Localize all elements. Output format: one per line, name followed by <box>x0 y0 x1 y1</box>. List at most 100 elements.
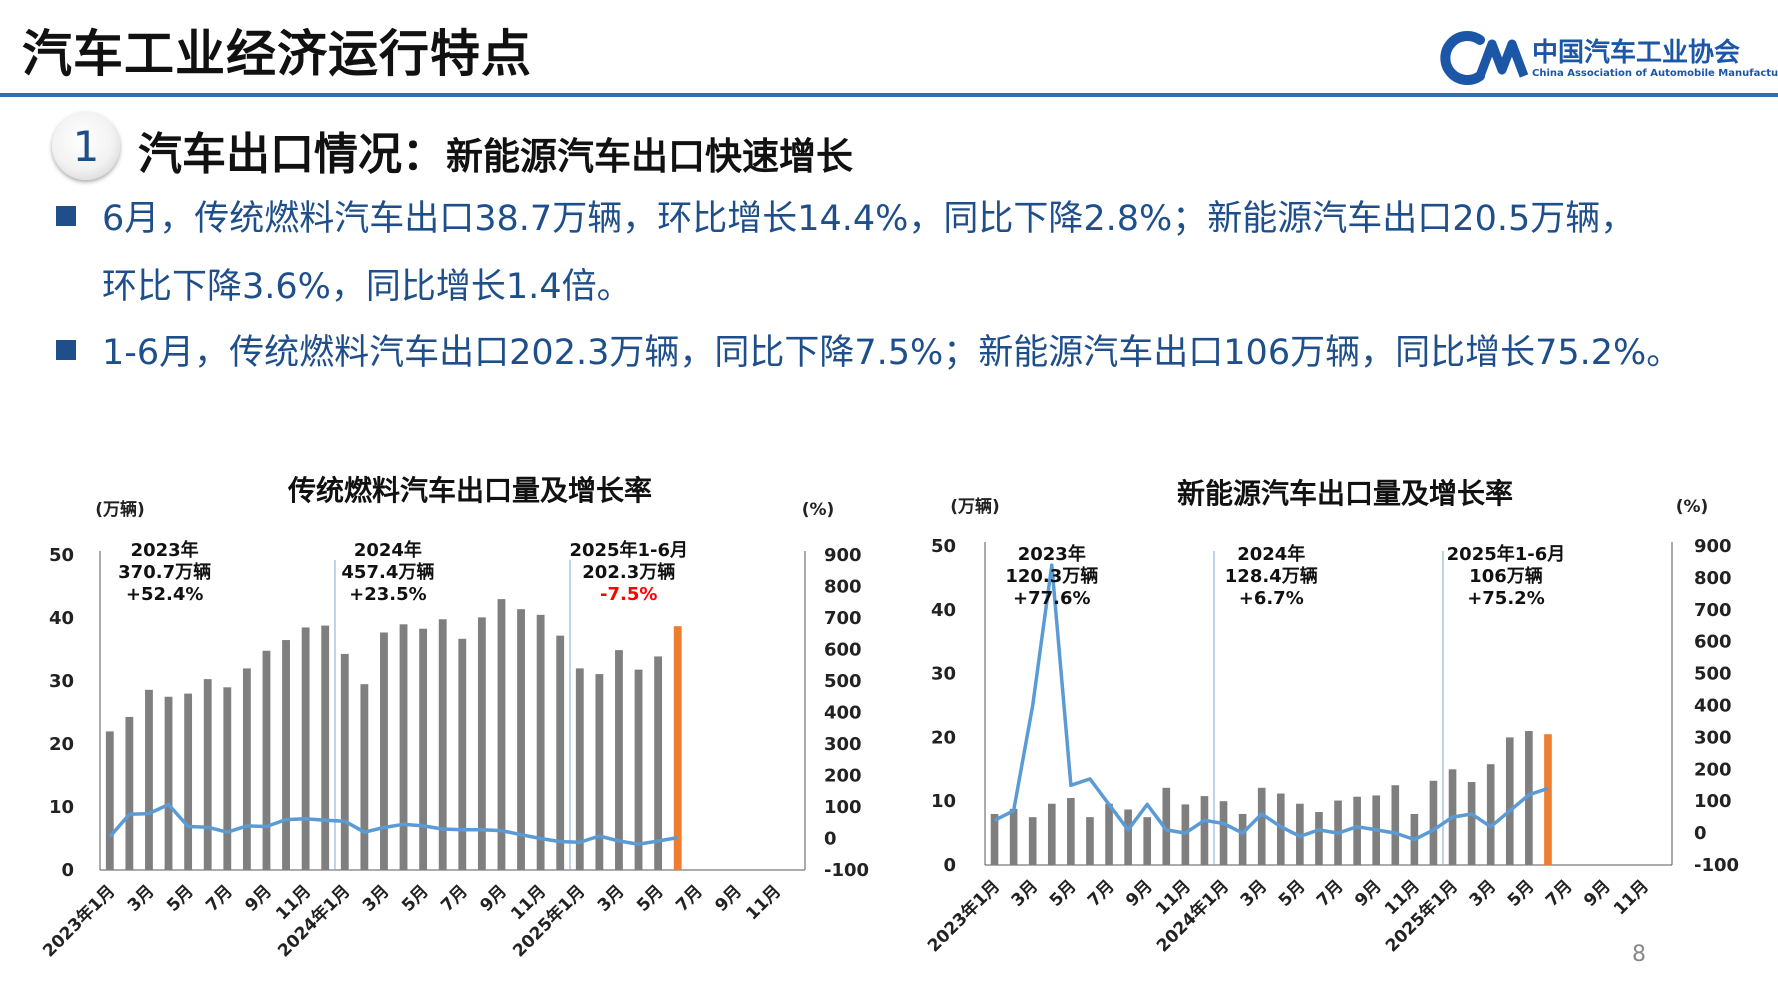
chart2-bar <box>1047 803 1056 865</box>
bullet-square-icon <box>56 206 76 226</box>
chart1-annotation-line: 2023年 <box>131 539 199 561</box>
chart1-bar <box>497 599 506 870</box>
chart2-left-tick-label: 30 <box>931 664 956 685</box>
chart1-x-tick-label: 3月 <box>124 881 159 916</box>
chart1-right-tick-label: 600 <box>824 640 862 661</box>
chart1-right-tick-label: -100 <box>824 860 869 881</box>
chart2-x-tick-label: 5月 <box>1275 876 1310 911</box>
chart1-annotation-line: 370.7万辆 <box>118 561 211 583</box>
chart1-bar <box>654 656 663 870</box>
chart2-right-unit: (%) <box>1676 497 1709 517</box>
chart1-bar <box>419 628 428 870</box>
chart1-annotation-line: 457.4万辆 <box>341 561 434 583</box>
chart1-bar <box>360 684 369 870</box>
section-title: 汽车出口情况：新能源汽车出口快速增长 <box>138 118 853 182</box>
chart2-left-tick-label: 40 <box>931 600 956 621</box>
chart2-bar <box>1315 812 1323 865</box>
chart2-bar <box>1505 737 1514 865</box>
chart1-bar <box>340 653 349 870</box>
chart2-annotation-line: 106万辆 <box>1469 565 1543 587</box>
chart2-right-tick-label: 300 <box>1694 727 1732 748</box>
chart1-left-tick-label: 20 <box>49 734 74 755</box>
chart1-left-tick-label: 40 <box>49 608 74 629</box>
chart2-x-tick-label: 2023年1月 <box>923 876 1004 957</box>
chart1-bar <box>399 624 408 870</box>
chart2-annotation-line: 2025年1-6月 <box>1447 543 1566 565</box>
chart2-left-unit: (万辆) <box>950 496 1000 517</box>
chart1-left-tick-label: 50 <box>49 545 74 566</box>
chart2-x-tick-label: 3月 <box>1008 876 1043 911</box>
chart1-bar <box>282 640 290 870</box>
chart2-bar <box>1276 793 1285 865</box>
chart2-bar <box>1105 803 1113 865</box>
chart1-left-tick-label: 10 <box>49 797 74 818</box>
chart2-bar <box>1391 785 1400 865</box>
caam-logo-icon <box>1440 31 1529 85</box>
chart2-annotation-line: 128.4万辆 <box>1225 565 1318 587</box>
chart1-annotation-line: +52.4% <box>126 584 204 605</box>
chart1-bar <box>673 626 682 870</box>
chart1-bar <box>595 674 604 870</box>
chart1-bar <box>184 693 193 870</box>
chart2-bar <box>1544 734 1552 865</box>
chart1-x-tick-label: 9月 <box>241 881 276 916</box>
chart2-bar <box>1353 796 1361 865</box>
chart1-x-tick-label: 7月 <box>672 881 707 916</box>
chart1-title: 传统燃料汽车出口量及增长率 <box>287 474 652 507</box>
chart1-right-tick-label: 800 <box>824 577 862 598</box>
chart1-bar <box>380 632 388 870</box>
chart2-x-tick-label: 5月 <box>1046 876 1081 911</box>
chart2-left-tick-label: 50 <box>931 536 956 557</box>
chart1-bar <box>575 668 584 870</box>
chart2-bar <box>1143 817 1152 865</box>
chart1-annotation-line: 202.3万辆 <box>582 561 675 583</box>
chart2-bar <box>1067 798 1075 865</box>
bullet-1-line-1: 6月，传统燃料汽车出口38.7万辆，环比增长14.4%，同比下降2.8%；新能源… <box>102 199 1636 239</box>
bullet-1-line-2: 环比下降3.6%，同比增长1.4倍。 <box>102 267 632 307</box>
chart2-right-tick-label: 900 <box>1694 536 1732 557</box>
chart2-annotation-line: 2023年 <box>1018 543 1086 565</box>
chart1-x-tick-label: 9月 <box>711 881 746 916</box>
chart2-x-tick-label: 7月 <box>1084 876 1119 911</box>
chart2-left-tick-label: 20 <box>931 727 956 748</box>
chart1-annotation-highlight: -7.5% <box>600 584 657 605</box>
chart1-left-unit: (万辆) <box>95 499 145 520</box>
chart1-bar <box>634 669 643 870</box>
chart1-bar <box>164 696 173 870</box>
header-divider <box>0 93 1778 97</box>
chart2-bar <box>1525 731 1533 865</box>
chart1-x-tick-label: 3月 <box>594 881 629 916</box>
chart1-bar <box>105 731 114 870</box>
chart2-annotation-line: +77.6% <box>1013 588 1091 609</box>
chart2-right-tick-label: 500 <box>1694 664 1732 685</box>
logo-english-name: China Association of Automobile Manufact… <box>1532 68 1778 79</box>
chart1-bar <box>477 617 486 870</box>
chart1-x-tick-label: 5月 <box>163 881 198 916</box>
chart1-bar <box>301 627 310 870</box>
chart2-x-tick-label: 5月 <box>1504 876 1539 911</box>
chart1-annotation-line: 2024年 <box>354 539 422 561</box>
chart2-left-tick-label: 0 <box>943 855 956 876</box>
chart2-x-tick-label: 7月 <box>1313 876 1348 911</box>
chart2-annotation-line: +6.7% <box>1239 588 1304 609</box>
bullet-2-line-1: 1-6月，传统燃料汽车出口202.3万辆，同比下降7.5%；新能源汽车出口106… <box>102 333 1682 373</box>
chart2-bar <box>1429 780 1438 865</box>
chart2-annotation-line: 2024年 <box>1237 543 1305 565</box>
chart1-x-tick-label: 7月 <box>437 881 472 916</box>
chart2-bar <box>1124 809 1132 865</box>
chart1-right-unit: (%) <box>802 500 835 520</box>
chart2-right-tick-label: 400 <box>1694 696 1732 717</box>
chart2-bar <box>1200 796 1209 865</box>
chart1-bar <box>262 650 271 870</box>
chart1-annotation-line: +23.5% <box>349 584 427 605</box>
chart1-bar <box>321 625 330 870</box>
logo-name: 中国汽车工业协会 <box>1532 38 1741 68</box>
chart1-bar <box>145 689 153 870</box>
chart2-x-tick-label: 7月 <box>1542 876 1577 911</box>
chart2-right-tick-label: 0 <box>1694 823 1707 844</box>
chart1-bar <box>536 614 545 870</box>
chart1-right-tick-label: 100 <box>824 797 862 818</box>
chart1-right-tick-label: 200 <box>824 766 862 787</box>
chart1-x-tick-label: 11月 <box>742 881 785 924</box>
